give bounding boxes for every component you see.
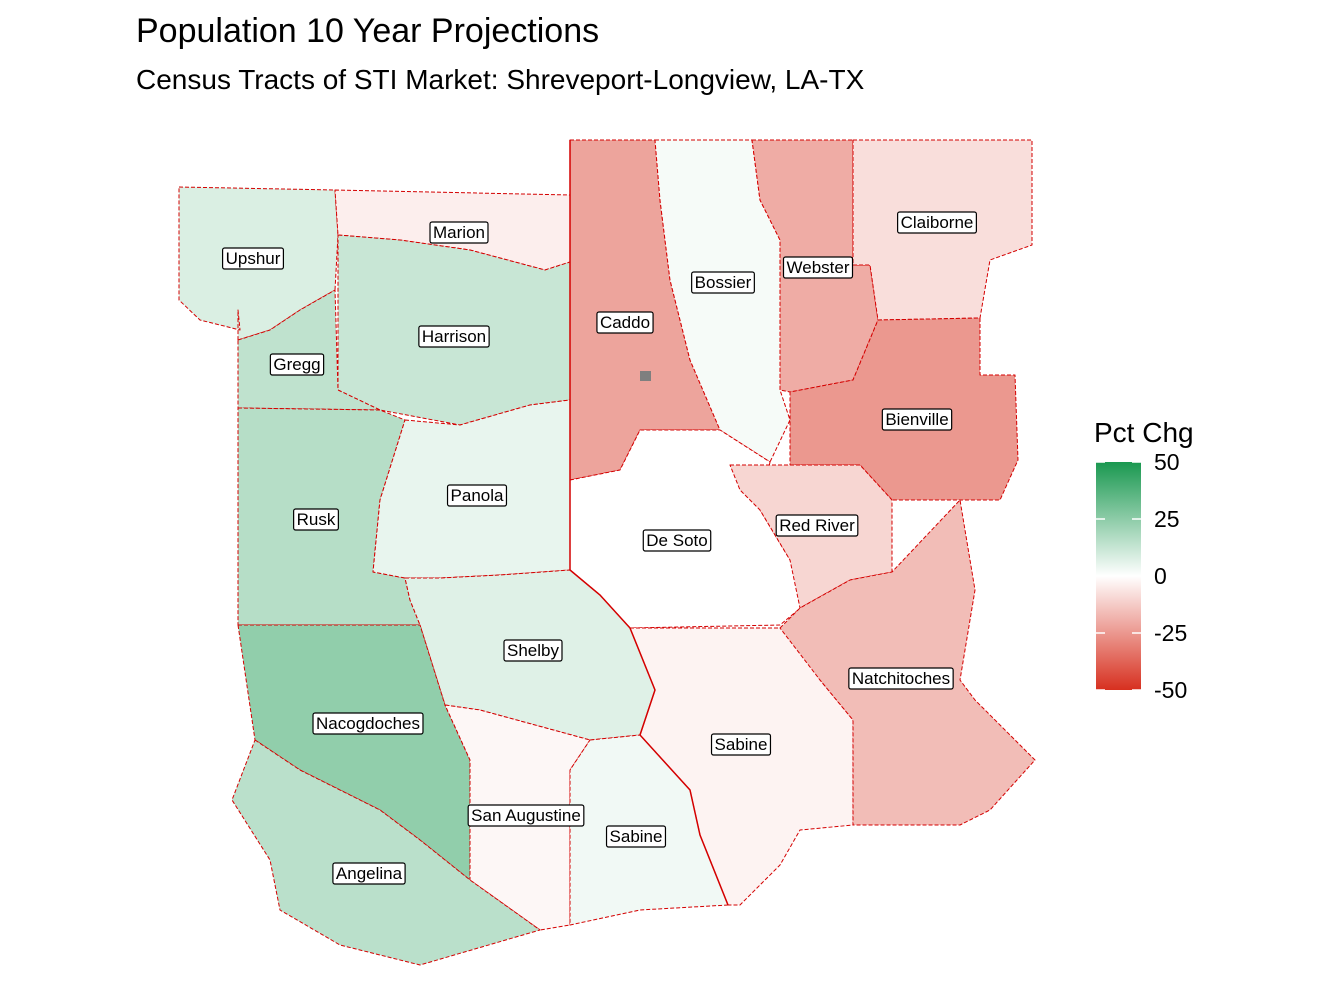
county-label-box: [467, 804, 585, 827]
county-label: Shelby: [503, 639, 563, 662]
county-label-box: [775, 514, 859, 537]
county-label-text: Webster: [787, 258, 850, 277]
county-label-box: [596, 311, 654, 334]
legend-tick-label: 50: [1154, 449, 1180, 475]
map-subtitle: Census Tracts of STI Market: Shreveport-…: [136, 64, 865, 95]
county-label: Red River: [775, 514, 859, 537]
county-label: Marion: [429, 221, 489, 244]
county-label: San Augustine: [467, 804, 585, 827]
county-label-box: [782, 256, 854, 279]
county-label-text: Angelina: [336, 864, 403, 883]
county-label-box: [293, 508, 339, 531]
county-label-text: Rusk: [297, 510, 336, 529]
county-region: [779, 499, 1036, 826]
county-label-text: Shelby: [507, 641, 559, 660]
county-label: De Soto: [642, 529, 712, 552]
county-label: Nacogdoches: [312, 712, 424, 735]
county-label-text: Natchitoches: [852, 669, 950, 688]
county-label-box: [710, 733, 772, 756]
county-label-box: [221, 247, 285, 270]
county-label-text: Nacogdoches: [316, 714, 420, 733]
county-label-box: [897, 211, 977, 234]
county-label-text: De Soto: [646, 531, 707, 550]
state-border: [569, 140, 729, 906]
county-label: Bossier: [691, 271, 755, 294]
county-label-text: Bienville: [885, 410, 948, 429]
county-label-box: [503, 639, 563, 662]
county-label-box: [418, 325, 490, 348]
county-region: [231, 739, 541, 966]
county-label-text: Claiborne: [901, 213, 974, 232]
legend-tick-label: -50: [1154, 677, 1187, 703]
missing-data-tract: [640, 371, 651, 381]
county-label: Rusk: [293, 508, 339, 531]
county-label-box: [691, 271, 755, 294]
county-label-text: Marion: [433, 223, 485, 242]
county-label: Angelina: [332, 862, 406, 885]
county-label-box: [881, 408, 953, 431]
county-label-text: Gregg: [273, 355, 320, 374]
legend: Pct Chg 50 25 0 -25 -50: [1094, 417, 1194, 703]
legend-title: Pct Chg: [1094, 417, 1194, 448]
county-label-box: [605, 825, 667, 848]
county-label-text: Caddo: [600, 313, 650, 332]
county-label: Natchitoches: [848, 667, 954, 690]
county-label: Bienville: [881, 408, 953, 431]
legend-tick-label: 0: [1154, 563, 1167, 589]
legend-tick-label: 25: [1154, 506, 1180, 532]
county-label-box: [332, 862, 406, 885]
map-title: Population 10 Year Projections: [136, 12, 600, 50]
county-label: Upshur: [221, 247, 285, 270]
county-label-text: San Augustine: [471, 806, 581, 825]
county-label: Claiborne: [897, 211, 977, 234]
county-label: Sabine: [710, 733, 772, 756]
county-label-text: Sabine: [610, 827, 663, 846]
county-label-box: [312, 712, 424, 735]
county-label-text: Panola: [451, 486, 504, 505]
county-label-box: [848, 667, 954, 690]
county-label: Harrison: [418, 325, 490, 348]
county-label-text: Upshur: [226, 249, 281, 268]
county-region: [237, 624, 471, 881]
county-label-box: [642, 529, 712, 552]
county-label-text: Red River: [779, 516, 855, 535]
county-label: Panola: [446, 484, 508, 507]
county-label-text: Sabine: [715, 735, 768, 754]
county-label: Gregg: [269, 353, 325, 376]
county-label: Sabine: [605, 825, 667, 848]
county-label-text: Harrison: [422, 327, 486, 346]
county-label-box: [446, 484, 508, 507]
county-label: Webster: [782, 256, 854, 279]
county-label: Caddo: [596, 311, 654, 334]
legend-tick-label: -25: [1154, 620, 1187, 646]
county-label-box: [429, 221, 489, 244]
county-label-box: [269, 353, 325, 376]
county-label-text: Bossier: [695, 273, 752, 292]
